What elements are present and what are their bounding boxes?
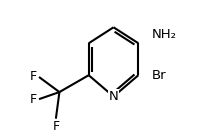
Text: NH₂: NH₂ bbox=[152, 28, 177, 41]
Text: Br: Br bbox=[152, 69, 166, 82]
Text: N: N bbox=[109, 90, 118, 103]
Text: F: F bbox=[52, 120, 59, 133]
Text: F: F bbox=[30, 71, 37, 83]
Text: F: F bbox=[30, 93, 37, 106]
